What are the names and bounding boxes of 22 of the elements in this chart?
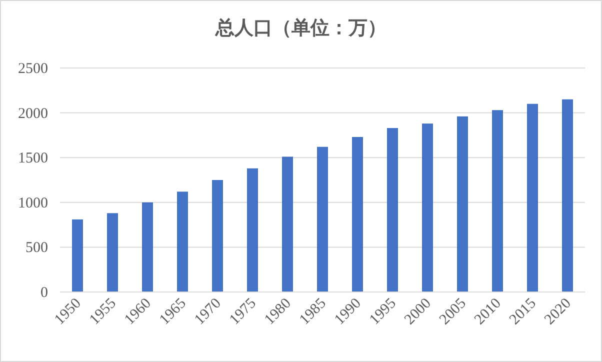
bar [527,104,538,292]
bar [177,192,188,292]
y-tick-label: 500 [26,240,48,256]
bar [562,99,573,292]
bar [317,146,328,292]
bar [492,110,503,292]
y-tick-label: 1000 [18,195,48,212]
bar [107,213,118,292]
chart-title: 总人口（单位：万） [214,17,386,39]
y-tick-label: 2000 [18,106,48,122]
bar [387,128,398,292]
bar [282,156,293,292]
y-tick-label: 1500 [18,150,48,167]
bar [212,180,223,292]
bar [142,202,153,292]
bar [247,168,258,292]
y-tick-label: 0 [40,285,48,301]
y-tick-label: 2500 [18,61,48,77]
bar [457,116,468,292]
bar [72,219,83,292]
bar [352,136,363,292]
bar [422,124,433,292]
